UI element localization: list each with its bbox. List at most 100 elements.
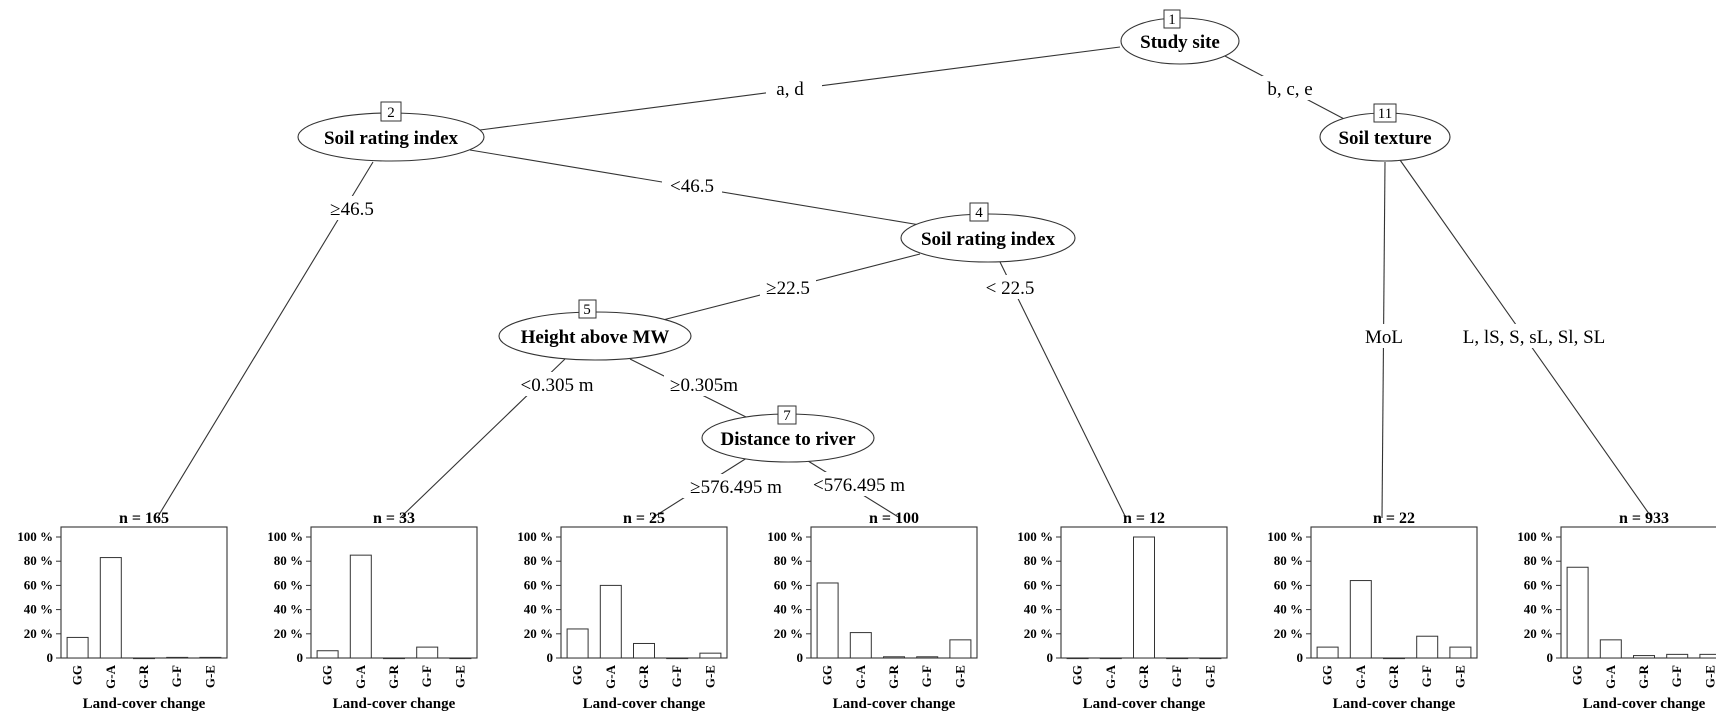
- bar-g-a: [99, 557, 122, 659]
- edge-label-4-5: ≥22.5: [766, 278, 810, 299]
- y-tick-label: 60 %: [524, 577, 553, 592]
- y-tick-label: 20 %: [24, 626, 53, 641]
- x-tick-label: GG: [70, 665, 85, 685]
- edge-label-1-11: b, c, e: [1267, 79, 1312, 100]
- x-tick-label: G-F: [919, 665, 934, 687]
- bar-g-e: [1699, 653, 1716, 659]
- y-tick-label: 80 %: [1024, 553, 1053, 568]
- x-tick-label: G-F: [169, 665, 184, 687]
- y-tick-label: 20 %: [1524, 626, 1553, 641]
- y-tick-label: 100 %: [517, 529, 553, 544]
- bar-g-a: [1599, 639, 1622, 659]
- y-tick-label: 60 %: [274, 577, 303, 592]
- histogram-title: n = 100: [869, 510, 919, 527]
- edge-label-11-leaf6: MoL: [1365, 327, 1403, 348]
- bar-g-f: [1416, 635, 1439, 659]
- histogram-title: n = 22: [1373, 510, 1415, 527]
- x-tick-label: G-F: [419, 665, 434, 687]
- y-tick-label: 80 %: [774, 553, 803, 568]
- histogram-title: n = 25: [623, 510, 665, 527]
- y-tick-label: 100 %: [17, 529, 53, 544]
- bar-g-r: [1633, 655, 1655, 659]
- bar-g-f: [916, 656, 939, 659]
- y-tick-label: 0: [1297, 650, 1304, 665]
- x-tick-label: G-A: [1353, 664, 1368, 688]
- x-tick-label: G-E: [202, 665, 217, 688]
- edge-label-1-2: a, d: [776, 79, 804, 100]
- y-tick-label: 20 %: [274, 626, 303, 641]
- bar-g-a: [1349, 580, 1372, 659]
- x-tick-label: G-E: [1202, 665, 1217, 688]
- bar-g-f: [1166, 657, 1189, 660]
- x-tick-label: G-R: [886, 664, 901, 688]
- edge-label-7-leaf3: ≥576.495 m: [690, 477, 782, 498]
- node-1-label: Study site: [1140, 32, 1220, 53]
- y-tick-label: 20 %: [774, 626, 803, 641]
- x-tick-label: G-A: [1603, 664, 1618, 688]
- bar-g-a: [1099, 657, 1122, 660]
- bar-g-e: [1199, 657, 1222, 660]
- bar-gg: [316, 650, 339, 659]
- edge-label-2-leaf1: ≥46.5: [330, 199, 374, 220]
- histogram-7: n = 933 0 20 % 40 % 60 % 80 % 100 % GG G-A G-R G-F…: [1517, 510, 1716, 712]
- node-11-label: Soil texture: [1338, 128, 1431, 149]
- bar-g-r: [633, 642, 655, 659]
- y-tick-label: 80 %: [1274, 553, 1303, 568]
- y-tick-label: 20 %: [1274, 626, 1303, 641]
- bar-g-e: [949, 639, 972, 659]
- node-7-label: Distance to river: [720, 429, 856, 450]
- y-tick-label: 60 %: [1274, 577, 1303, 592]
- x-tick-label: G-R: [386, 664, 401, 688]
- x-tick-label: G-F: [1419, 665, 1434, 687]
- histogram-title: n = 933: [1619, 510, 1669, 527]
- x-tick-label: G-R: [1136, 664, 1151, 688]
- x-tick-label: G-A: [603, 664, 618, 688]
- edge-label-5-leaf2: <0.305 m: [521, 375, 594, 396]
- edge-label-7-leaf4: <576.495 m: [813, 475, 905, 496]
- node-5-label: Height above MW: [521, 327, 670, 348]
- bar-g-f: [666, 657, 689, 660]
- bar-gg: [1566, 566, 1589, 659]
- y-tick-label: 40 %: [1524, 602, 1553, 617]
- x-axis-label: Land-cover change: [1583, 696, 1706, 712]
- histogram-5: n = 12 0 20 % 40 % 60 % 80 % 100 % GG G-A G-R G-F G…: [1017, 510, 1228, 712]
- node-7-id: 7: [783, 408, 791, 424]
- x-tick-label: G-R: [1636, 664, 1651, 688]
- x-tick-label: G-F: [1669, 665, 1684, 687]
- histogram-title: n = 165: [119, 510, 169, 527]
- y-tick-label: 100 %: [1017, 529, 1053, 544]
- y-tick-label: 40 %: [524, 602, 553, 617]
- bar-g-r: [383, 657, 405, 660]
- x-tick-label: G-E: [952, 665, 967, 688]
- x-tick-label: G-R: [1386, 664, 1401, 688]
- node-4-id: 4: [975, 205, 983, 221]
- x-tick-label: G-F: [669, 665, 684, 687]
- x-axis-label: Land-cover change: [1083, 696, 1206, 712]
- bar-g-e: [1449, 646, 1472, 659]
- node-2-id: 2: [387, 105, 395, 121]
- histogram-4: n = 100 0 20 % 40 % 60 % 80 % 100 % GG G-A G-R G-F…: [767, 510, 978, 712]
- y-tick-label: 0: [797, 650, 804, 665]
- x-tick-label: G-A: [1103, 664, 1118, 688]
- x-tick-label: GG: [320, 665, 335, 685]
- bar-g-e: [699, 652, 722, 659]
- y-tick-label: 40 %: [1274, 602, 1303, 617]
- histogram-frame: [1310, 526, 1478, 659]
- x-axis-label: Land-cover change: [1333, 696, 1456, 712]
- node-4-label: Soil rating index: [921, 229, 1056, 250]
- bar-g-r: [1383, 657, 1405, 660]
- y-tick-label: 100 %: [267, 529, 303, 544]
- y-tick-label: 60 %: [1024, 577, 1053, 592]
- x-tick-label: GG: [1570, 665, 1585, 685]
- x-tick-label: G-R: [136, 664, 151, 688]
- node-2: 2 Soil rating index: [297, 101, 485, 162]
- x-tick-label: G-E: [1452, 665, 1467, 688]
- edge-label-11-leaf7: L, lS, S, sL, Sl, SL: [1463, 327, 1606, 348]
- histogram-1: n = 165 0 20 % 40 % 60 % 80 % 100 % GG G-A G-R G-F…: [17, 510, 228, 712]
- bar-g-e: [449, 657, 472, 660]
- node-11-id: 11: [1378, 106, 1392, 122]
- node-5-id: 5: [583, 302, 591, 318]
- bar-g-a: [849, 632, 872, 659]
- bar-gg: [1066, 657, 1089, 660]
- x-axis-label: Land-cover change: [583, 696, 706, 712]
